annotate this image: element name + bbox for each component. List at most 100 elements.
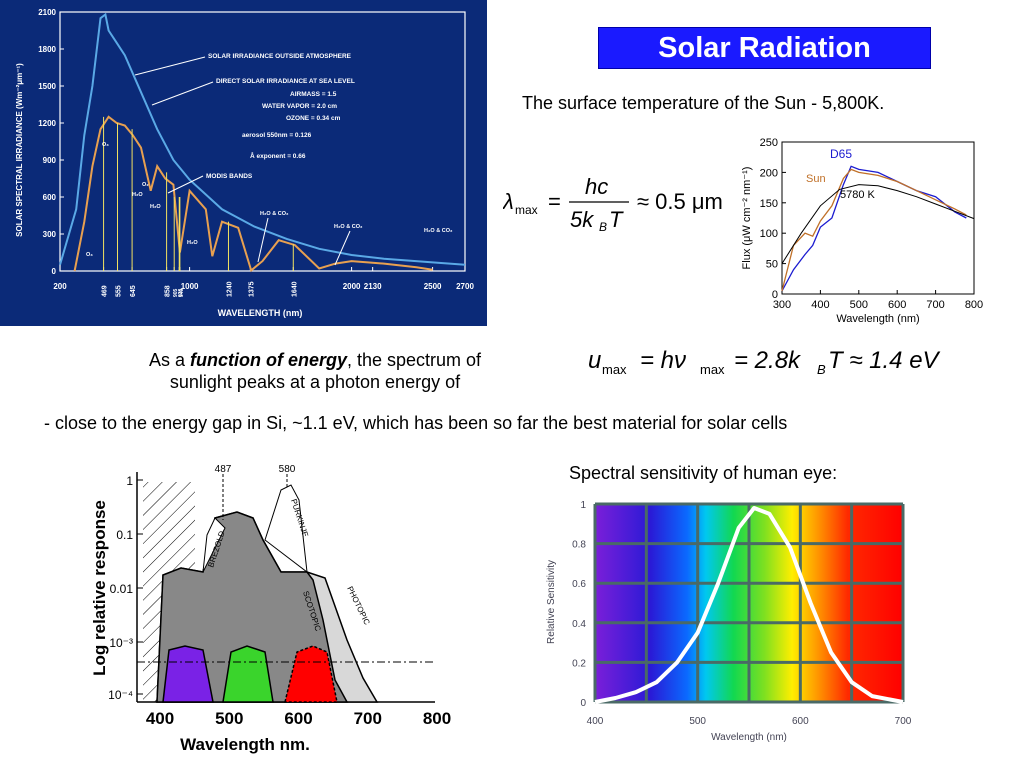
u-max-equation: u max = hν max = 2.8k B T ≈ 1.4 eV bbox=[588, 344, 948, 380]
blue-cone-region bbox=[162, 645, 214, 703]
eye-ytick-label: 1 bbox=[580, 500, 586, 511]
irradiance-annot-15: O₂ bbox=[142, 182, 149, 188]
flux-ytick-label: 0 bbox=[772, 289, 778, 301]
eq-denominator-tail: T bbox=[609, 207, 624, 232]
log-xtick-label: 700 bbox=[354, 709, 382, 728]
irradiance-background bbox=[0, 0, 487, 326]
irradiance-xtick-label: 555 bbox=[116, 285, 123, 297]
pointer-line bbox=[134, 56, 206, 76]
irradiance-xtick-label: 200 bbox=[53, 282, 67, 291]
energy-line-2: sunlight peaks at a photon energy of bbox=[169, 372, 461, 392]
eye-ytick-label: 0 bbox=[580, 698, 586, 709]
irradiance-ytick-label: 0 bbox=[52, 267, 57, 276]
irradiance-ytick-label: 900 bbox=[43, 156, 57, 165]
purkinje-region bbox=[264, 484, 308, 574]
eye-sensitivity-chart: 0 0.2 0.4 0.6 0.8 1 400 500 600 700 Wavelength (… bbox=[546, 500, 912, 743]
irradiance-xtick-label: 2700 bbox=[456, 282, 474, 291]
log-response-chart: 1 0.1 0.01 10⁻³ 10⁻⁴ 400 500 600 700 800 487 580… bbox=[90, 464, 451, 754]
irradiance-ytick-label: 1800 bbox=[38, 45, 56, 54]
pointer-line bbox=[151, 81, 214, 106]
log-xtick-label: 800 bbox=[423, 709, 451, 728]
eye-xlabel: Wavelength (nm) bbox=[711, 732, 787, 743]
log-xtick-label: 600 bbox=[284, 709, 312, 728]
irradiance-ytick-label: 2100 bbox=[38, 8, 56, 17]
irradiance-xlabel: WAVELENGTH (nm) bbox=[218, 308, 303, 318]
eye-xtick-label: 400 bbox=[587, 716, 604, 727]
log-xtick-label: 400 bbox=[146, 709, 174, 728]
irradiance-xtick-label: 905 bbox=[173, 288, 179, 297]
eye-ylabel: Relative Sensitivity bbox=[546, 560, 557, 644]
irradiance-xtick-label: 936 bbox=[178, 288, 184, 297]
green-cone-region bbox=[222, 645, 274, 703]
irradiance-annot-16: H₂O bbox=[150, 204, 161, 210]
lambda-max-equation: λ max = hc 5k B T ≈ 0.5 μm bbox=[502, 172, 728, 234]
energy-line-1: As a function of energy, the spectrum of bbox=[100, 349, 530, 371]
irradiance-xtick-label: 2000 bbox=[343, 282, 361, 291]
eye-ytick-label: 0.8 bbox=[572, 540, 586, 551]
flux-series-0 bbox=[781, 165, 967, 292]
surface-temperature-text: The surface temperature of the Sun - 5,8… bbox=[522, 93, 885, 113]
irradiance-xtick-label: 1375 bbox=[248, 281, 255, 297]
flux-series-1 bbox=[781, 168, 967, 292]
irradiance-ylabel: SOLAR SPECTRAL IRRADIANCE (Wm⁻²μm⁻¹) bbox=[15, 63, 24, 237]
irradiance-plot-frame bbox=[59, 11, 466, 272]
energy-paragraph: As a function of energy, the spectrum of… bbox=[100, 349, 530, 393]
eq-denominator-sub: B bbox=[599, 220, 607, 232]
irradiance-annot-12: O₃ bbox=[86, 252, 93, 258]
irradiance-annot-0: SOLAR IRRADIANCE OUTSIDE ATMOSPHERE bbox=[208, 53, 352, 60]
flux-xtick-label: 300 bbox=[773, 299, 791, 311]
flux-ytick-label: 100 bbox=[760, 228, 778, 240]
brezold-region bbox=[202, 517, 226, 573]
irradiance-ytick-label: 600 bbox=[43, 193, 57, 202]
eq-14ev: T ≈ 1.4 eV bbox=[828, 347, 941, 374]
irradiance-xtick-label: 1640 bbox=[291, 281, 298, 297]
irradiance-annot-11: H₂O bbox=[187, 240, 198, 246]
flux-xtick-label: 400 bbox=[811, 299, 829, 311]
log-xtick-label: 500 bbox=[215, 709, 243, 728]
flux-plot-frame bbox=[781, 141, 975, 295]
eq-numerator: hc bbox=[585, 174, 608, 199]
irradiance-ytick-label: 300 bbox=[43, 230, 57, 239]
flux-ytick-label: 50 bbox=[766, 259, 778, 271]
irradiance-annot-6: Å exponent = 0.66 bbox=[250, 151, 306, 160]
energy-emphasis: function of energy bbox=[189, 350, 347, 370]
irradiance-ytick-label: 1200 bbox=[38, 119, 56, 128]
annot-photopic: PHOTOPIC bbox=[345, 585, 371, 627]
eq-equals: = bbox=[548, 189, 561, 214]
irradiance-annot-10: H₂O & CO₂ bbox=[424, 228, 453, 234]
flux-annot-5780: 5780 K bbox=[840, 189, 876, 201]
log-xlabel: Wavelength nm. bbox=[180, 735, 310, 754]
log-ytick-label: 0.01 bbox=[110, 582, 134, 596]
irradiance-annot-14: H₂O bbox=[132, 192, 143, 198]
energy-gap-text: - close to the energy gap in Si, ~1.1 eV… bbox=[44, 413, 788, 433]
flux-chart: 0 50 100 150 200 250 300 400 500 600 700 800 Wavel… bbox=[741, 137, 983, 325]
irradiance-xtick-label: 645 bbox=[130, 285, 137, 297]
irradiance-annot-5: aerosol 550nm = 0.126 bbox=[242, 132, 312, 139]
energy-prefix: As a bbox=[148, 350, 190, 370]
irradiance-xtick-label: 940 bbox=[179, 288, 185, 297]
eye-xtick-label: 600 bbox=[792, 716, 809, 727]
annot-487: 487 bbox=[215, 464, 232, 475]
solar-irradiance-chart: 0 300 600 900 1200 1500 1800 2100 200 469 555 645 8… bbox=[0, 0, 487, 326]
pointer-line bbox=[334, 230, 351, 266]
slide-title-box: Solar Radiation bbox=[598, 27, 931, 69]
eye-xtick-label: 500 bbox=[689, 716, 706, 727]
pointer-line bbox=[167, 175, 204, 194]
sea-level-curve bbox=[73, 115, 433, 273]
flux-series-2 bbox=[781, 184, 975, 264]
irradiance-ytick-label: 1500 bbox=[38, 82, 56, 91]
eye-ytick-label: 0.6 bbox=[572, 579, 586, 590]
irradiance-annot-1: DIRECT SOLAR IRRADIANCE AT SEA LEVEL bbox=[216, 78, 355, 85]
flux-ytick-label: 250 bbox=[760, 137, 778, 149]
flux-xtick-label: 800 bbox=[965, 299, 983, 311]
flux-annot-d65: D65 bbox=[830, 147, 852, 161]
irradiance-annot-2: AIRMASS = 1.5 bbox=[290, 91, 337, 98]
log-ytick-label: 10⁻⁴ bbox=[108, 688, 133, 702]
eye-ytick-label: 0.4 bbox=[572, 619, 586, 630]
irradiance-xtick-label: 1000 bbox=[181, 282, 199, 291]
u-max-equation-svg: u max = hν max = 2.8k B T ≈ 1.4 eV bbox=[588, 347, 941, 377]
flux-xtick-label: 700 bbox=[926, 299, 944, 311]
flux-ytick-label: 200 bbox=[760, 167, 778, 179]
irradiance-xtick-label: 858 bbox=[165, 285, 172, 297]
irradiance-annot-13: O₃ bbox=[102, 142, 109, 148]
